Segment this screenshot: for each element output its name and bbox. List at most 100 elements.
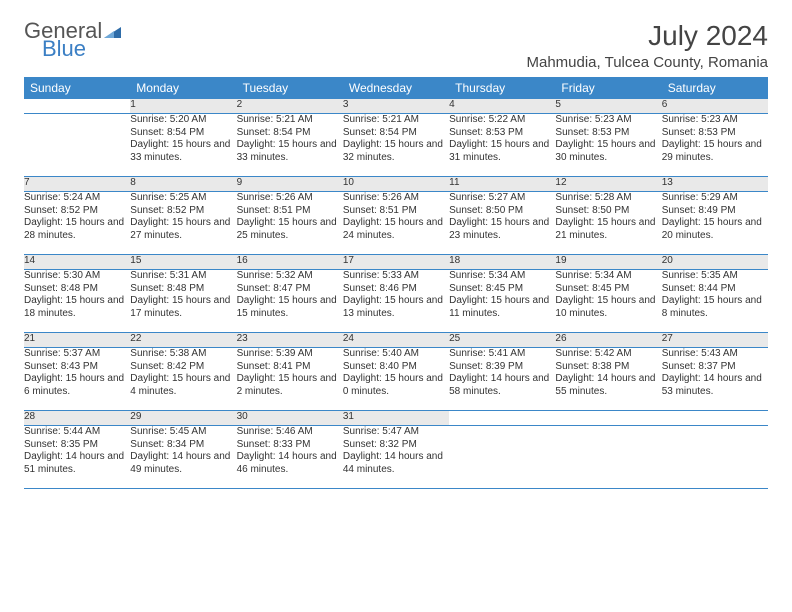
sunrise-text: Sunrise: 5:29 AM	[662, 192, 768, 205]
weekday-header: Wednesday	[343, 77, 449, 99]
daynum-row: 14151617181920	[24, 255, 768, 270]
day-data-cell	[24, 114, 130, 177]
data-row: Sunrise: 5:30 AMSunset: 8:48 PMDaylight:…	[24, 270, 768, 333]
sunrise-text: Sunrise: 5:35 AM	[662, 270, 768, 283]
day-number-cell: 4	[449, 99, 555, 114]
sunrise-text: Sunrise: 5:26 AM	[237, 192, 343, 205]
daylight-text: Daylight: 15 hours and 17 minutes.	[130, 295, 236, 320]
daylight-text: Daylight: 14 hours and 58 minutes.	[449, 373, 555, 398]
daynum-row: 28293031	[24, 411, 768, 426]
day-number-cell: 28	[24, 411, 130, 426]
day-data-cell: Sunrise: 5:34 AMSunset: 8:45 PMDaylight:…	[555, 270, 661, 333]
sunrise-text: Sunrise: 5:22 AM	[449, 114, 555, 127]
sunset-text: Sunset: 8:46 PM	[343, 283, 449, 296]
day-number-cell: 5	[555, 99, 661, 114]
day-data-cell: Sunrise: 5:46 AMSunset: 8:33 PMDaylight:…	[237, 426, 343, 489]
sunset-text: Sunset: 8:50 PM	[555, 205, 661, 218]
day-number-cell: 20	[662, 255, 768, 270]
sunset-text: Sunset: 8:38 PM	[555, 361, 661, 374]
sunset-text: Sunset: 8:54 PM	[237, 127, 343, 140]
day-number-cell: 2	[237, 99, 343, 114]
sunset-text: Sunset: 8:40 PM	[343, 361, 449, 374]
sunrise-text: Sunrise: 5:34 AM	[555, 270, 661, 283]
day-data-cell: Sunrise: 5:45 AMSunset: 8:34 PMDaylight:…	[130, 426, 236, 489]
day-data-cell: Sunrise: 5:30 AMSunset: 8:48 PMDaylight:…	[24, 270, 130, 333]
day-number-cell: 12	[555, 177, 661, 192]
day-data-cell: Sunrise: 5:43 AMSunset: 8:37 PMDaylight:…	[662, 348, 768, 411]
daylight-text: Daylight: 15 hours and 20 minutes.	[662, 217, 768, 242]
daylight-text: Daylight: 15 hours and 13 minutes.	[343, 295, 449, 320]
sunrise-text: Sunrise: 5:37 AM	[24, 348, 130, 361]
title-block: July 2024 Mahmudia, Tulcea County, Roman…	[526, 20, 768, 71]
day-number-cell: 21	[24, 333, 130, 348]
day-number-cell: 27	[662, 333, 768, 348]
sunrise-text: Sunrise: 5:21 AM	[237, 114, 343, 127]
day-data-cell	[555, 426, 661, 489]
day-number-cell: 17	[343, 255, 449, 270]
sunset-text: Sunset: 8:39 PM	[449, 361, 555, 374]
sunrise-text: Sunrise: 5:30 AM	[24, 270, 130, 283]
sunset-text: Sunset: 8:37 PM	[662, 361, 768, 374]
daylight-text: Daylight: 15 hours and 24 minutes.	[343, 217, 449, 242]
daylight-text: Daylight: 15 hours and 29 minutes.	[662, 139, 768, 164]
sunset-text: Sunset: 8:34 PM	[130, 439, 236, 452]
weekday-header: Thursday	[449, 77, 555, 99]
sunrise-text: Sunrise: 5:25 AM	[130, 192, 236, 205]
sunset-text: Sunset: 8:33 PM	[237, 439, 343, 452]
day-data-cell: Sunrise: 5:35 AMSunset: 8:44 PMDaylight:…	[662, 270, 768, 333]
day-data-cell: Sunrise: 5:40 AMSunset: 8:40 PMDaylight:…	[343, 348, 449, 411]
day-data-cell: Sunrise: 5:29 AMSunset: 8:49 PMDaylight:…	[662, 192, 768, 255]
data-row: Sunrise: 5:37 AMSunset: 8:43 PMDaylight:…	[24, 348, 768, 411]
day-number-cell	[449, 411, 555, 426]
sunrise-text: Sunrise: 5:32 AM	[237, 270, 343, 283]
sunset-text: Sunset: 8:48 PM	[24, 283, 130, 296]
daylight-text: Daylight: 15 hours and 6 minutes.	[24, 373, 130, 398]
sunset-text: Sunset: 8:49 PM	[662, 205, 768, 218]
sunrise-text: Sunrise: 5:31 AM	[130, 270, 236, 283]
sunrise-text: Sunrise: 5:20 AM	[130, 114, 236, 127]
daylight-text: Daylight: 15 hours and 4 minutes.	[130, 373, 236, 398]
day-number-cell: 29	[130, 411, 236, 426]
weekday-header: Monday	[130, 77, 236, 99]
sunrise-text: Sunrise: 5:23 AM	[555, 114, 661, 127]
daylight-text: Daylight: 15 hours and 21 minutes.	[555, 217, 661, 242]
sunset-text: Sunset: 8:45 PM	[555, 283, 661, 296]
sunset-text: Sunset: 8:44 PM	[662, 283, 768, 296]
data-row: Sunrise: 5:44 AMSunset: 8:35 PMDaylight:…	[24, 426, 768, 489]
daylight-text: Daylight: 14 hours and 46 minutes.	[237, 451, 343, 476]
day-data-cell: Sunrise: 5:28 AMSunset: 8:50 PMDaylight:…	[555, 192, 661, 255]
data-row: Sunrise: 5:24 AMSunset: 8:52 PMDaylight:…	[24, 192, 768, 255]
day-data-cell: Sunrise: 5:41 AMSunset: 8:39 PMDaylight:…	[449, 348, 555, 411]
day-data-cell: Sunrise: 5:44 AMSunset: 8:35 PMDaylight:…	[24, 426, 130, 489]
calendar-body: 123456Sunrise: 5:20 AMSunset: 8:54 PMDay…	[24, 99, 768, 489]
sunset-text: Sunset: 8:53 PM	[662, 127, 768, 140]
day-data-cell: Sunrise: 5:32 AMSunset: 8:47 PMDaylight:…	[237, 270, 343, 333]
daylight-text: Daylight: 15 hours and 18 minutes.	[24, 295, 130, 320]
daylight-text: Daylight: 15 hours and 32 minutes.	[343, 139, 449, 164]
day-number-cell: 10	[343, 177, 449, 192]
day-number-cell: 3	[343, 99, 449, 114]
day-number-cell	[662, 411, 768, 426]
day-data-cell: Sunrise: 5:39 AMSunset: 8:41 PMDaylight:…	[237, 348, 343, 411]
daylight-text: Daylight: 15 hours and 10 minutes.	[555, 295, 661, 320]
sunset-text: Sunset: 8:35 PM	[24, 439, 130, 452]
day-number-cell: 9	[237, 177, 343, 192]
day-data-cell: Sunrise: 5:21 AMSunset: 8:54 PMDaylight:…	[343, 114, 449, 177]
daylight-text: Daylight: 15 hours and 28 minutes.	[24, 217, 130, 242]
daylight-text: Daylight: 14 hours and 44 minutes.	[343, 451, 449, 476]
day-data-cell: Sunrise: 5:22 AMSunset: 8:53 PMDaylight:…	[449, 114, 555, 177]
sunset-text: Sunset: 8:54 PM	[343, 127, 449, 140]
sunset-text: Sunset: 8:41 PM	[237, 361, 343, 374]
sunset-text: Sunset: 8:43 PM	[24, 361, 130, 374]
sunrise-text: Sunrise: 5:24 AM	[24, 192, 130, 205]
day-number-cell: 19	[555, 255, 661, 270]
day-number-cell: 11	[449, 177, 555, 192]
sunrise-text: Sunrise: 5:42 AM	[555, 348, 661, 361]
sunrise-text: Sunrise: 5:33 AM	[343, 270, 449, 283]
sunrise-text: Sunrise: 5:41 AM	[449, 348, 555, 361]
day-number-cell: 18	[449, 255, 555, 270]
sunset-text: Sunset: 8:48 PM	[130, 283, 236, 296]
sunrise-text: Sunrise: 5:38 AM	[130, 348, 236, 361]
daylight-text: Daylight: 14 hours and 49 minutes.	[130, 451, 236, 476]
day-number-cell: 13	[662, 177, 768, 192]
